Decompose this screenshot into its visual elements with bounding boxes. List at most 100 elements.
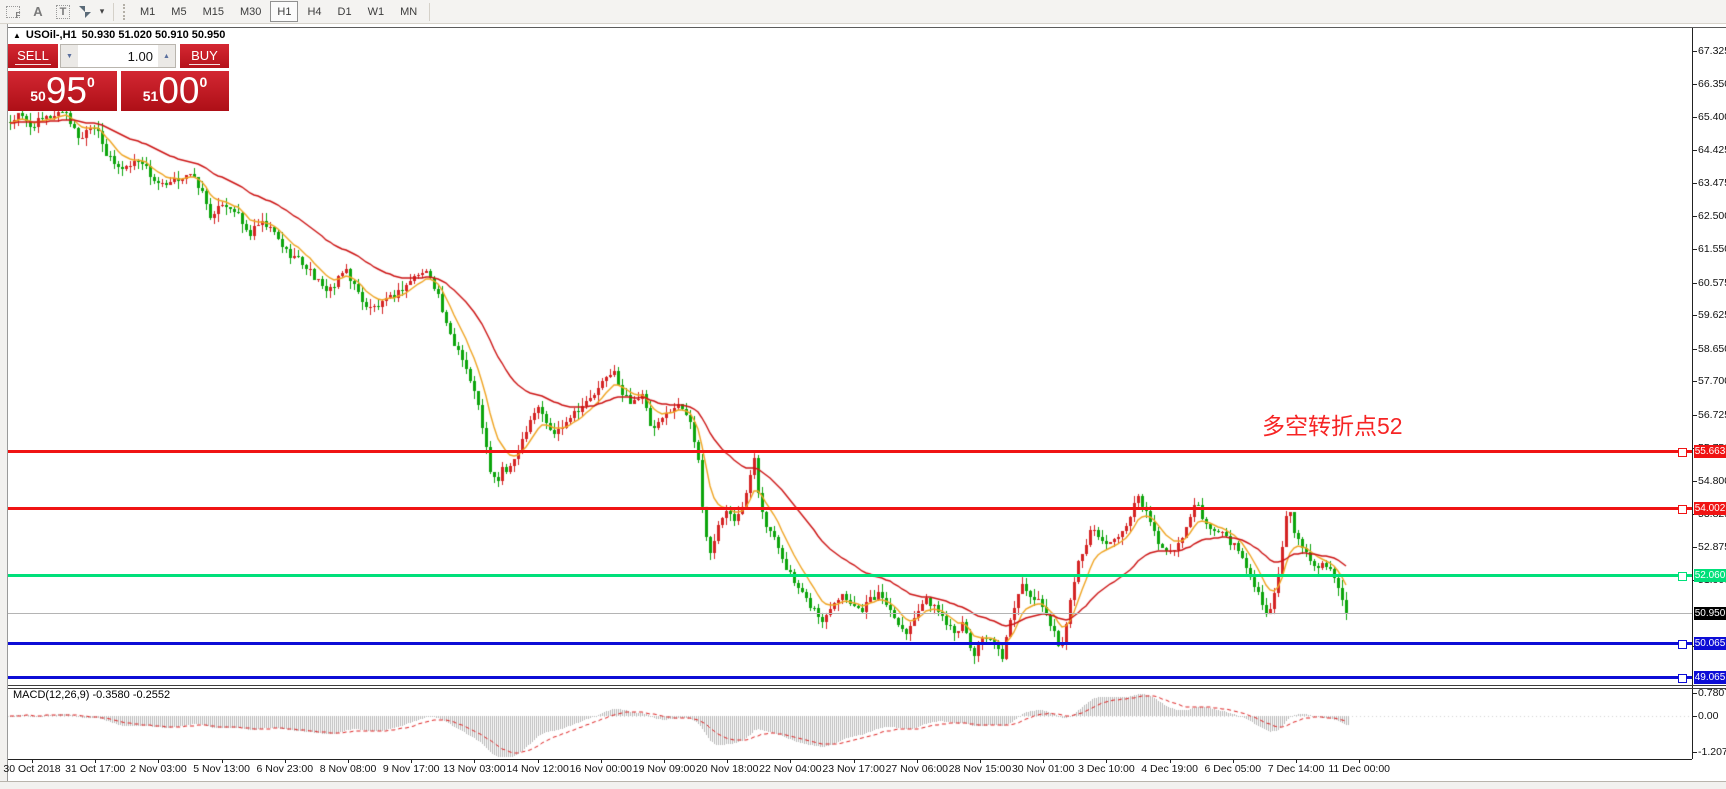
- timeframe-button-m1[interactable]: M1: [140, 5, 156, 18]
- hline-drag-handle[interactable]: [1678, 674, 1687, 683]
- hline-50.065[interactable]: [8, 642, 1692, 645]
- timeframe-button-d1[interactable]: D1: [337, 5, 352, 18]
- time-tick-mark: [348, 760, 349, 763]
- chart-symbol-period: USOil-,H1: [25, 29, 77, 41]
- price-tick-label: 57.700: [1698, 375, 1726, 387]
- font-tool-icon[interactable]: A: [33, 4, 43, 19]
- volume-spinner: ▼ ▲: [59, 44, 176, 68]
- arrange-dropdown-caret-icon[interactable]: ▾: [99, 6, 105, 16]
- time-axis-label: 4 Dec 19:00: [1141, 763, 1198, 775]
- volume-decrease-button[interactable]: ▼: [60, 45, 78, 67]
- hline-drag-handle[interactable]: [1678, 505, 1687, 514]
- hline-drag-handle[interactable]: [1678, 572, 1687, 581]
- ask-price-panel[interactable]: 51 00 0: [121, 71, 229, 111]
- time-tick-mark: [664, 760, 665, 763]
- macd-tick-mark: [1692, 716, 1697, 717]
- time-axis-label: 6 Dec 05:00: [1204, 763, 1262, 775]
- text-label-tool-icon[interactable]: T: [50, 3, 76, 21]
- time-axis-label: 31 Oct 17:00: [65, 763, 126, 775]
- time-axis-label: 13 Nov 03:00: [443, 763, 506, 775]
- bid-pip-digit: 0: [86, 74, 95, 90]
- price-tick-label: 60.575: [1698, 277, 1726, 289]
- time-tick-mark: [600, 760, 602, 763]
- price-line-label: 54.002: [1694, 502, 1726, 515]
- price-tick-label: 63.475: [1698, 177, 1726, 189]
- time-tick-mark: [411, 760, 413, 763]
- time-axis-label: 7 Dec 14:00: [1267, 763, 1325, 775]
- time-tick-mark: [1296, 760, 1297, 763]
- time-axis-label: 6 Nov 23:00: [256, 763, 314, 775]
- time-axis-line: [8, 759, 1692, 760]
- pane-splitter-line[interactable]: [8, 685, 1726, 686]
- hline-drag-handle[interactable]: [1678, 640, 1687, 649]
- time-tick-mark: [537, 760, 539, 763]
- arrange-objects-icon[interactable]: [76, 3, 96, 21]
- collapse-triangle-icon[interactable]: ▲: [13, 30, 21, 40]
- macd-tick-mark: [1692, 752, 1697, 753]
- sell-button[interactable]: SELL: [8, 44, 58, 68]
- sell-button-label: SELL: [15, 47, 51, 65]
- price-tick-mark: [1692, 315, 1697, 316]
- price-tick-mark: [1692, 51, 1697, 52]
- window-bottom-edge: [0, 781, 1726, 789]
- time-tick-mark: [1359, 760, 1361, 763]
- hline-54.002[interactable]: [8, 507, 1692, 510]
- toolbar-grip-handle[interactable]: [123, 3, 129, 20]
- volume-increase-button[interactable]: ▲: [157, 45, 175, 67]
- time-tick-mark: [727, 760, 729, 763]
- order-controls-row: SELL ▼ ▲ BUY: [8, 44, 229, 68]
- time-axis-label: 22 Nov 04:00: [759, 763, 822, 775]
- timeframe-button-m15[interactable]: M15: [202, 5, 224, 18]
- price-axis-line: [1692, 28, 1693, 759]
- time-axis-label: 27 Nov 06:00: [885, 763, 949, 775]
- macd-tick-mark: [1692, 693, 1697, 694]
- price-tick-mark: [1692, 415, 1697, 416]
- time-tick-mark: [916, 760, 918, 763]
- bid-main-digits: 95: [45, 70, 87, 111]
- hline-52.060[interactable]: [8, 574, 1692, 577]
- timeframe-button-h4[interactable]: H4: [307, 5, 322, 18]
- price-line-label: 52.060: [1694, 569, 1726, 582]
- bid-price-panel[interactable]: 50 95 0: [8, 71, 117, 111]
- volume-input[interactable]: [77, 45, 158, 67]
- top-toolbar: F A T ▾ M1 M5 M15 M30 H1 H4 D1 W1 MN: [0, 0, 1726, 24]
- time-tick-mark: [1232, 760, 1234, 763]
- hline-drag-handle[interactable]: [1678, 448, 1687, 457]
- price-tick-label: 54.800: [1698, 475, 1726, 487]
- time-axis-label: 2 Nov 03:00: [130, 763, 187, 775]
- chart-top-border: [8, 27, 1726, 28]
- timeframe-button-w1[interactable]: W1: [367, 5, 385, 18]
- snap-grid-icon[interactable]: F: [0, 3, 26, 21]
- time-tick-mark: [95, 760, 97, 763]
- timeframe-button-h1[interactable]: H1: [270, 1, 299, 22]
- price-tick-label: 52.875: [1698, 541, 1726, 553]
- timeframe-button-m5[interactable]: M5: [171, 5, 187, 18]
- buy-button[interactable]: BUY: [179, 44, 229, 68]
- time-axis-label: 9 Nov 17:00: [382, 763, 440, 775]
- ask-pip-digit: 0: [199, 74, 208, 90]
- hline-55.663[interactable]: [8, 450, 1692, 453]
- hline-49.065[interactable]: [8, 676, 1692, 679]
- price-line-label: 49.065: [1694, 671, 1726, 684]
- price-tick-label: 59.625: [1698, 309, 1726, 321]
- pane-splitter-line[interactable]: [8, 688, 1726, 689]
- timeframe-button-mn[interactable]: MN: [400, 5, 418, 18]
- timeframe-button-m30[interactable]: M30: [239, 5, 262, 18]
- price-tick-mark: [1692, 249, 1697, 250]
- price-tick-mark: [1692, 84, 1697, 85]
- time-axis-label: 11 Dec 00:00: [1328, 763, 1391, 775]
- price-tick-label: 67.325: [1698, 45, 1726, 57]
- time-tick-mark: [790, 760, 792, 763]
- time-tick-mark: [1106, 760, 1108, 763]
- timeframe-button-group: M1 M5 M15 M30 H1 H4 D1 W1 MN: [133, 1, 424, 22]
- time-axis-label: 23 Nov 17:00: [822, 763, 885, 775]
- price-tick-label: 62.500: [1698, 210, 1726, 222]
- price-tick-mark: [1692, 349, 1697, 350]
- toolbar-separator: [429, 2, 431, 21]
- time-tick-mark: [980, 760, 981, 763]
- price-tick-label: 66.350: [1698, 78, 1726, 90]
- macd-tick-label: -1.2078: [1698, 746, 1726, 758]
- time-tick-mark: [1169, 760, 1171, 763]
